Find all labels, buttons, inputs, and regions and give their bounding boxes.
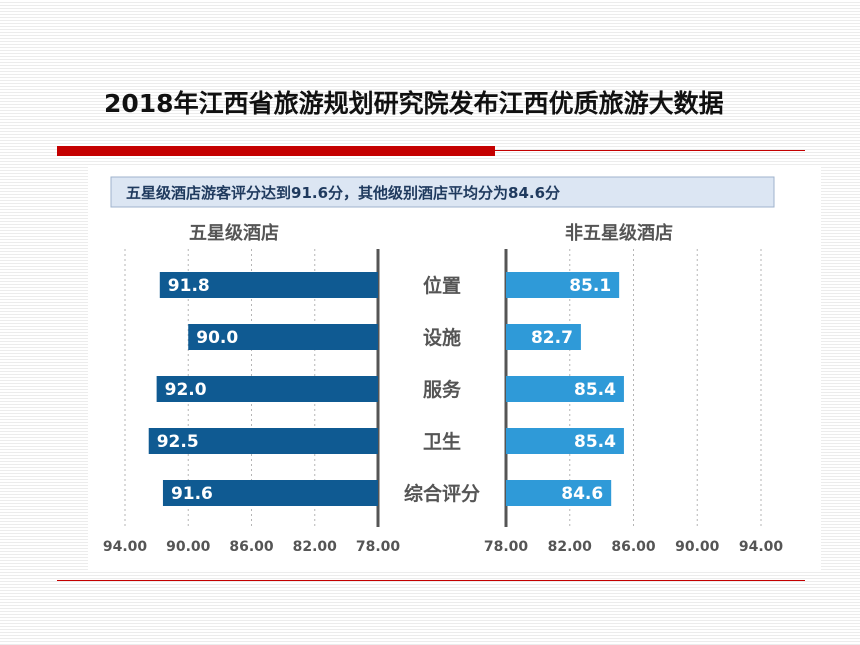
category-label: 设施 bbox=[423, 326, 461, 349]
right-tick-label: 86.00 bbox=[611, 539, 656, 555]
non-five-star-bar bbox=[506, 428, 624, 454]
bottom-rule bbox=[57, 580, 805, 581]
non-five-star-value-label: 84.6 bbox=[561, 484, 603, 504]
right-panel-heading: 非五星级酒店 bbox=[565, 222, 673, 244]
hotel-score-chart: 五星级酒店游客评分达到91.6分，其他级别酒店平均分为84.6分 五星级酒店 非… bbox=[103, 176, 784, 555]
category-label: 卫生 bbox=[423, 430, 461, 453]
five-star-value-label: 90.0 bbox=[196, 328, 238, 348]
five-star-value-label: 92.0 bbox=[165, 380, 207, 400]
left-panel-heading: 五星级酒店 bbox=[189, 222, 279, 244]
non-five-star-bar bbox=[506, 480, 612, 506]
five-star-bar bbox=[156, 376, 378, 402]
chart-panel: 五星级酒店游客评分达到91.6分，其他级别酒店平均分为84.6分 五星级酒店 非… bbox=[88, 167, 821, 572]
five-star-value-label: 91.8 bbox=[168, 276, 210, 296]
non-five-star-value-label: 82.7 bbox=[531, 328, 573, 348]
chart-title: 五星级酒店游客评分达到91.6分，其他级别酒店平均分为84.6分 bbox=[126, 184, 560, 202]
title-rule-bar bbox=[57, 146, 495, 156]
right-tick-label: 78.00 bbox=[484, 539, 529, 555]
five-star-bar bbox=[188, 324, 378, 350]
non-five-star-bar bbox=[506, 272, 620, 298]
category-label: 综合评分 bbox=[404, 482, 480, 505]
slide-title: 2018年江西省旅游规划研究院发布江西优质旅游大数据 bbox=[104, 89, 724, 118]
five-star-value-label: 92.5 bbox=[157, 432, 199, 452]
left-tick-label: 86.00 bbox=[229, 539, 274, 555]
left-tick-label: 78.00 bbox=[356, 539, 401, 555]
five-star-bar bbox=[159, 272, 378, 298]
right-tick-label: 82.00 bbox=[548, 539, 593, 555]
five-star-bar bbox=[162, 480, 378, 506]
left-tick-label: 94.00 bbox=[103, 539, 148, 555]
left-tick-label: 82.00 bbox=[293, 539, 338, 555]
right-tick-label: 90.00 bbox=[675, 539, 720, 555]
non-five-star-bar bbox=[506, 376, 624, 402]
non-five-star-value-label: 85.1 bbox=[569, 276, 611, 296]
left-tick-label: 90.00 bbox=[166, 539, 211, 555]
category-label: 服务 bbox=[423, 378, 462, 401]
non-five-star-value-label: 85.4 bbox=[574, 380, 616, 400]
category-label: 位置 bbox=[423, 274, 461, 297]
right-tick-label: 94.00 bbox=[739, 539, 784, 555]
five-star-value-label: 91.6 bbox=[171, 484, 213, 504]
title-rule-line bbox=[495, 150, 805, 151]
non-five-star-value-label: 85.4 bbox=[574, 432, 616, 452]
non-five-star-bar bbox=[506, 324, 581, 350]
chart-caption-box bbox=[110, 176, 775, 208]
five-star-bar bbox=[148, 428, 378, 454]
